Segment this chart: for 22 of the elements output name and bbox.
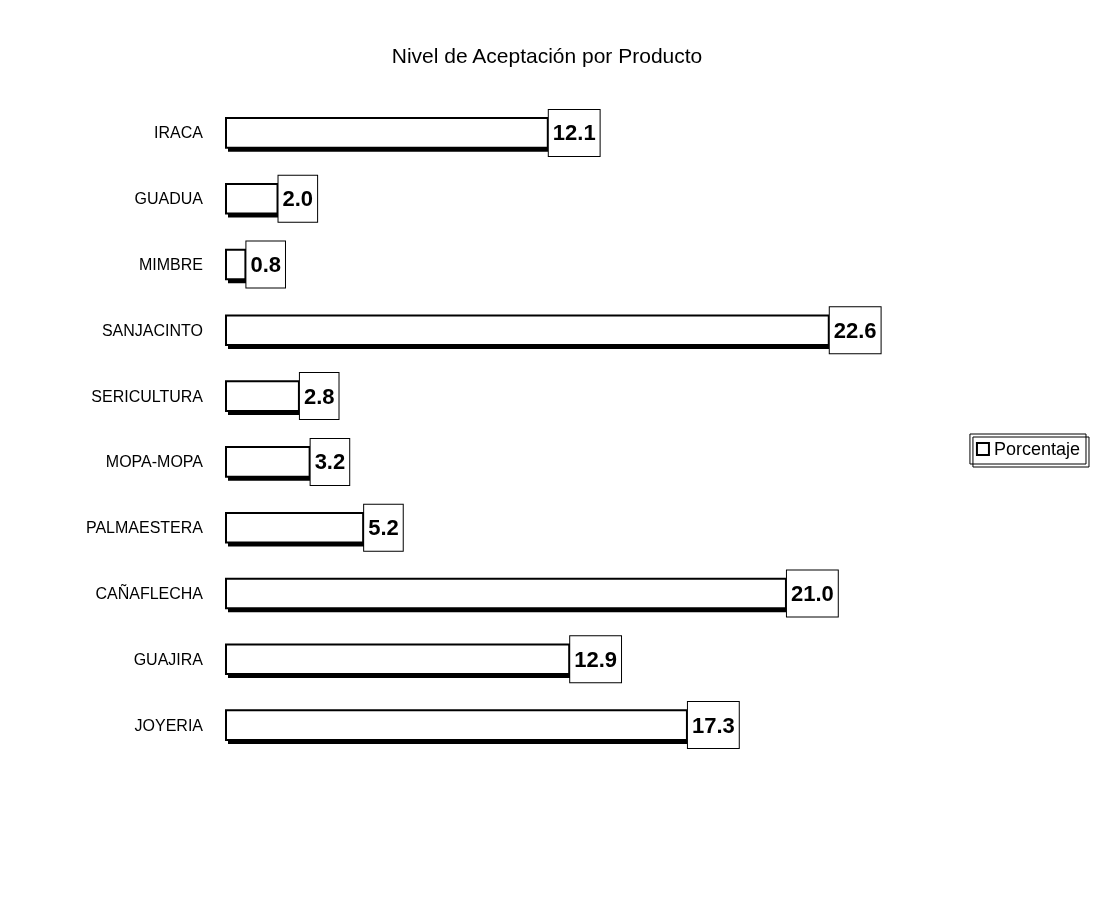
y-tick-label: CAÑAFLECHA: [95, 583, 204, 602]
data-label: 2.8: [303, 383, 335, 409]
y-tick-label: MOPA-MOPA: [105, 453, 204, 471]
y-tick-label: GUAJIRA: [133, 650, 204, 668]
y-tick-label: IRACA: [154, 124, 204, 142]
data-label: 0.8: [250, 252, 281, 277]
y-tick-label: GUADUA: [134, 190, 204, 208]
y-tick-label: SERICULTURA: [91, 387, 204, 405]
data-label: 22.6: [833, 317, 877, 343]
data-label: 3.2: [314, 449, 346, 475]
y-tick-label: PALMAESTERA: [85, 519, 204, 537]
data-label: 17.3: [691, 712, 735, 738]
data-label: 21.0: [790, 581, 834, 606]
data-label: 12.9: [574, 646, 618, 672]
data-label: 2.0: [282, 186, 314, 212]
y-tick-label: MIMBRE: [139, 256, 203, 273]
legend-label: Porcentaje: [993, 439, 1081, 459]
chart-title: Nivel de Aceptación por Producto: [391, 44, 703, 67]
data-label: 12.1: [552, 120, 596, 146]
y-tick-label: SANJACINTO: [101, 321, 203, 339]
y-tick-label: JOYERIA: [134, 716, 204, 734]
data-label: 5.2: [368, 515, 399, 541]
